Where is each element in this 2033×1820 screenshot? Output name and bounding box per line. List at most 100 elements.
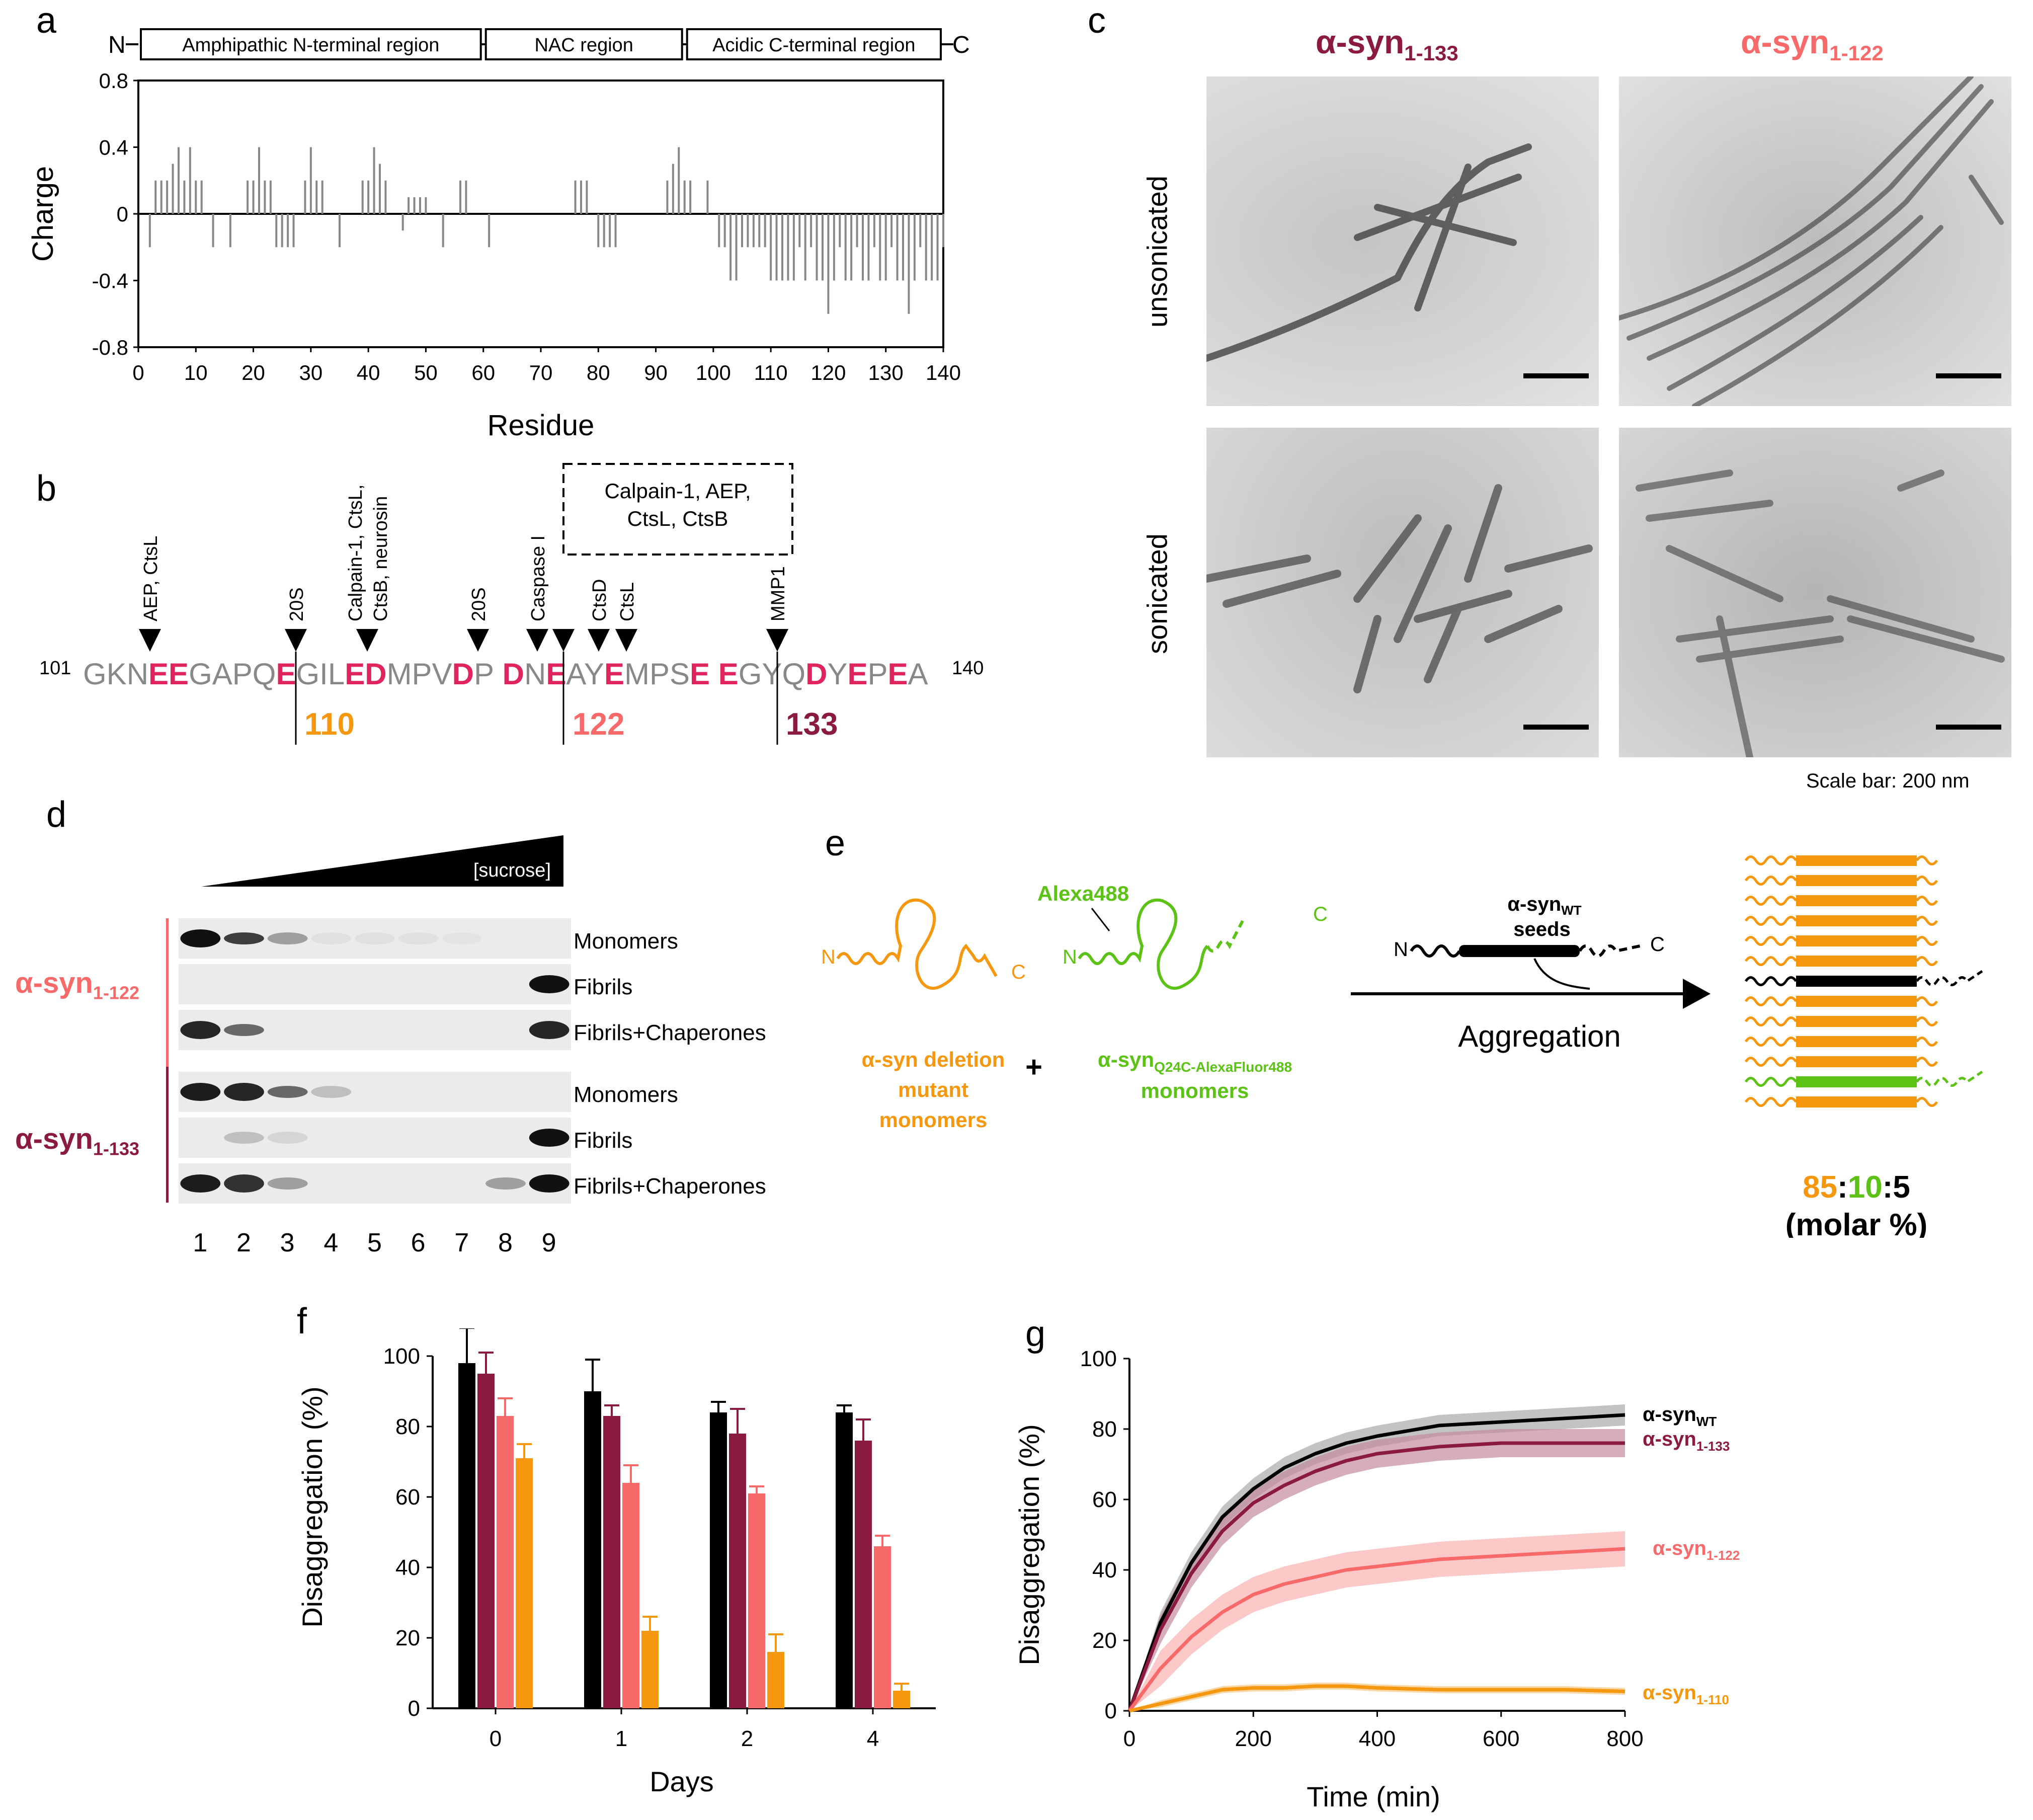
charge-bar <box>183 180 186 214</box>
protease-sites: AEP, CtsL 20S Calpain-1, CtsL, CtsB, neuros… <box>139 485 789 652</box>
gel-band <box>529 1021 570 1039</box>
cleavage-arrow <box>526 629 548 652</box>
gel-band <box>224 932 264 944</box>
gel-band <box>180 929 221 947</box>
fibril-strand-n <box>1744 1097 1798 1107</box>
residue: MPV <box>387 657 452 691</box>
cut-133: 133 <box>786 707 838 742</box>
fibril-strand-n <box>1744 896 1798 906</box>
charge-bar <box>384 180 387 214</box>
charge-bar <box>839 214 841 248</box>
f-x-label: Days <box>649 1766 714 1797</box>
charge-bar <box>148 214 151 248</box>
fibril-core <box>1796 935 1917 946</box>
fibril-core <box>1796 1036 1917 1047</box>
fibril-core <box>1796 895 1917 906</box>
x-tick-label: 0 <box>132 361 144 384</box>
f-bar <box>584 1391 601 1708</box>
charge-bar <box>275 214 278 248</box>
residue: GIL <box>296 657 345 691</box>
em-col-2-title: α-syn1-122 <box>1741 23 1884 65</box>
acidic-residue: E <box>690 657 710 691</box>
charge-bar <box>723 214 726 248</box>
charge-bar <box>752 214 755 248</box>
sucrose-gradient: [sucrose] <box>201 835 563 887</box>
ratio-colon-2: : <box>1883 1170 1893 1205</box>
charge-bar <box>908 214 910 314</box>
lane-number: 1 <box>193 1228 208 1257</box>
charge-bar <box>873 214 875 248</box>
charge-bar <box>315 180 318 214</box>
em-image-122-unsonicated <box>1619 76 2011 406</box>
charge-y-label: Charge <box>27 166 59 262</box>
cleavage-arrow <box>588 629 610 652</box>
charge-bar <box>309 147 312 214</box>
deletion-mutant-monomer: N C <box>821 898 1026 990</box>
molar-unit: (molar %) <box>1785 1208 1927 1238</box>
charge-bar <box>425 197 427 214</box>
charge-bar <box>844 214 847 281</box>
charge-bar <box>287 214 289 248</box>
charge-bar <box>741 214 743 248</box>
charge-bar <box>678 147 680 214</box>
charge-bar <box>890 214 893 248</box>
charge-bar <box>856 214 858 248</box>
g-y-tick-label: 80 <box>1092 1417 1117 1442</box>
gel-band <box>267 1086 308 1098</box>
fibril-strand-c <box>1915 1016 1938 1026</box>
charge-bar <box>321 180 323 214</box>
f-y-tick-label: 20 <box>395 1626 420 1650</box>
gel-strip <box>179 964 571 1004</box>
residue: AY <box>566 657 604 691</box>
group-bracket-122 <box>166 918 169 1130</box>
charge-bar <box>160 180 162 214</box>
cleavage-arrow <box>285 629 307 652</box>
charge-bar <box>367 180 370 214</box>
x-tick-label: 60 <box>471 361 495 384</box>
charge-bar <box>787 214 789 281</box>
cut-110: 110 <box>304 707 355 742</box>
fibril-strand-n <box>1744 916 1798 926</box>
cleavage-arrow <box>615 629 637 652</box>
ratio-colon-1: : <box>1837 1170 1848 1205</box>
sequence-start: 101 <box>39 658 71 679</box>
residue: N <box>524 657 546 691</box>
residue-x-label: Residue <box>487 409 595 442</box>
seeds-caption-1: α-synWT <box>1507 893 1581 918</box>
g-x-label: Time (min) <box>1307 1781 1440 1812</box>
fibril-strand-n <box>1744 976 1798 986</box>
fibril-strand-c <box>1915 936 1938 946</box>
gel-band <box>485 1177 526 1190</box>
gel-band <box>224 1024 264 1036</box>
y-tick-label: -0.4 <box>92 269 128 293</box>
charge-bar <box>258 147 260 214</box>
g-y-tick-label: 40 <box>1092 1558 1117 1582</box>
f-bar <box>893 1691 910 1708</box>
panel-f-chart: 0 20 40 60 80 100 0 1 2 4 Disaggregation (%) Days <box>296 1328 936 1797</box>
charge-bar <box>212 214 214 248</box>
gel-strip <box>179 1118 571 1158</box>
f-bar <box>767 1652 784 1708</box>
fibril-stack <box>1744 855 1983 1107</box>
lane-number: 5 <box>367 1228 382 1257</box>
residue: A <box>908 657 928 691</box>
lane-number: 7 <box>454 1228 469 1257</box>
em-row-2-label: sonicated <box>1141 533 1173 654</box>
f-x-tick-label: 1 <box>615 1726 627 1751</box>
charge-bar <box>229 214 231 248</box>
x-tick-label: 120 <box>810 361 846 384</box>
x-tick-label: 10 <box>184 361 208 384</box>
g-y-tick-label: 100 <box>1080 1347 1117 1371</box>
panel-label-a: a <box>36 1 57 41</box>
x-tick-label: 80 <box>587 361 610 384</box>
acidic-residue: D <box>805 657 827 691</box>
lane-number: 4 <box>323 1228 339 1257</box>
cleavage-arrow <box>356 629 378 652</box>
f-bar <box>710 1412 727 1708</box>
charge-bar <box>867 214 870 281</box>
fibril-strand-c <box>1915 970 1983 986</box>
domain-map: N Amphipathic N-terminal region NAC region… <box>108 28 970 60</box>
fibril-strand-c <box>1915 916 1938 926</box>
fibril-strand-c <box>1915 1057 1938 1067</box>
